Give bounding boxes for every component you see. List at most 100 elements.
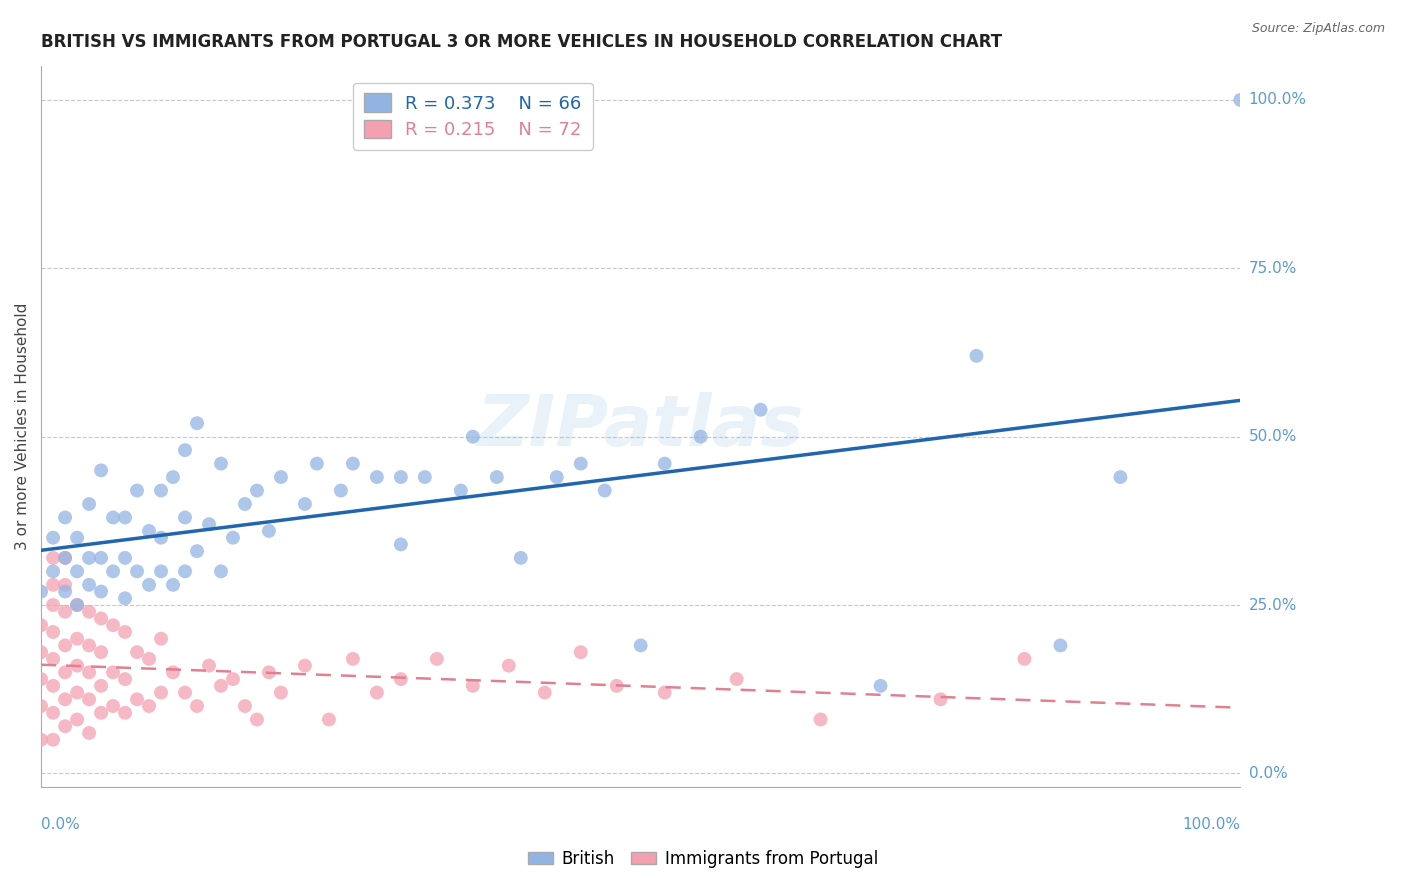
Point: [90, 611, 112, 625]
Point: [569, 457, 592, 471]
Point: [389, 470, 412, 484]
Point: [509, 550, 531, 565]
Point: [689, 430, 711, 444]
Point: [77, 605, 100, 619]
Point: [101, 565, 124, 579]
Point: [77, 497, 100, 511]
Point: [162, 665, 184, 680]
Point: [30, 645, 52, 659]
Point: [53, 510, 76, 524]
Point: [389, 537, 412, 551]
Point: [66, 632, 89, 646]
Point: [53, 550, 76, 565]
Point: [42, 550, 65, 565]
Point: [114, 510, 136, 524]
Point: [101, 665, 124, 680]
Point: [630, 639, 652, 653]
Point: [198, 658, 221, 673]
Point: [294, 497, 316, 511]
Point: [125, 483, 148, 498]
Point: [53, 605, 76, 619]
Point: [77, 665, 100, 680]
Point: [30, 584, 52, 599]
Point: [66, 713, 89, 727]
Point: [461, 679, 484, 693]
Point: [53, 719, 76, 733]
Point: [66, 598, 89, 612]
Point: [209, 457, 232, 471]
Point: [270, 685, 292, 699]
Point: [66, 685, 89, 699]
Point: [114, 706, 136, 720]
Point: [42, 598, 65, 612]
Point: [150, 632, 173, 646]
Point: [114, 624, 136, 639]
Point: [209, 565, 232, 579]
Point: [77, 578, 100, 592]
Text: 0.0%: 0.0%: [41, 817, 80, 832]
Point: [114, 591, 136, 606]
Point: [77, 692, 100, 706]
Point: [125, 565, 148, 579]
Text: BRITISH VS IMMIGRANTS FROM PORTUGAL 3 OR MORE VEHICLES IN HOUSEHOLD CORRELATION : BRITISH VS IMMIGRANTS FROM PORTUGAL 3 OR…: [41, 33, 1002, 51]
Text: ZIPatlas: ZIPatlas: [477, 392, 804, 461]
Point: [869, 679, 891, 693]
Point: [1109, 470, 1132, 484]
Point: [186, 699, 208, 714]
Point: [101, 510, 124, 524]
Point: [186, 416, 208, 430]
Point: [42, 732, 65, 747]
Point: [138, 699, 160, 714]
Point: [150, 483, 173, 498]
Point: [42, 679, 65, 693]
Point: [90, 463, 112, 477]
Point: [233, 699, 256, 714]
Text: 100.0%: 100.0%: [1249, 93, 1306, 107]
Point: [30, 618, 52, 632]
Point: [257, 524, 280, 538]
Point: [461, 430, 484, 444]
Point: [174, 685, 197, 699]
Y-axis label: 3 or more Vehicles in Household: 3 or more Vehicles in Household: [15, 303, 30, 550]
Point: [150, 565, 173, 579]
Point: [1229, 93, 1251, 107]
Point: [138, 578, 160, 592]
Point: [498, 658, 520, 673]
Point: [90, 645, 112, 659]
Point: [294, 658, 316, 673]
Legend: British, Immigrants from Portugal: British, Immigrants from Portugal: [522, 844, 884, 875]
Point: [270, 470, 292, 484]
Point: [77, 550, 100, 565]
Point: [114, 672, 136, 686]
Point: [53, 578, 76, 592]
Point: [53, 550, 76, 565]
Point: [1014, 652, 1036, 666]
Point: [389, 672, 412, 686]
Point: [593, 483, 616, 498]
Point: [101, 618, 124, 632]
Point: [569, 645, 592, 659]
Point: [42, 652, 65, 666]
Text: 100.0%: 100.0%: [1182, 817, 1240, 832]
Point: [42, 531, 65, 545]
Text: 75.0%: 75.0%: [1249, 260, 1296, 276]
Point: [138, 524, 160, 538]
Point: [318, 713, 340, 727]
Point: [174, 565, 197, 579]
Point: [150, 531, 173, 545]
Text: 25.0%: 25.0%: [1249, 598, 1296, 613]
Point: [42, 565, 65, 579]
Point: [366, 470, 388, 484]
Point: [257, 665, 280, 680]
Point: [222, 672, 245, 686]
Point: [42, 578, 65, 592]
Point: [725, 672, 748, 686]
Point: [162, 470, 184, 484]
Point: [413, 470, 436, 484]
Point: [426, 652, 449, 666]
Point: [42, 624, 65, 639]
Point: [749, 402, 772, 417]
Point: [329, 483, 352, 498]
Point: [53, 584, 76, 599]
Text: Source: ZipAtlas.com: Source: ZipAtlas.com: [1251, 22, 1385, 36]
